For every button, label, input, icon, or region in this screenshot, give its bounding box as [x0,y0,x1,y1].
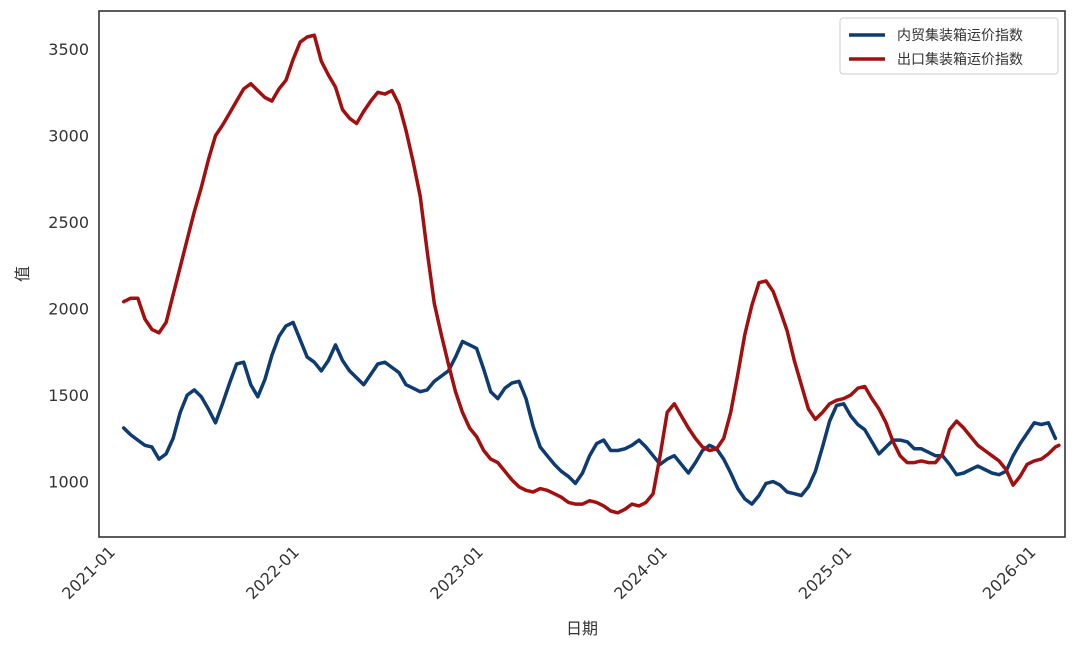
y-tick-label: 3000 [48,127,89,146]
x-axis-title: 日期 [566,619,598,638]
x-tick-label: 2023-01 [426,542,487,603]
plot-area [98,10,1066,538]
legend: 内贸集装箱运价指数 出口集装箱运价指数 [839,17,1059,75]
x-tick-label: 2025-01 [795,542,856,603]
series-line-0 [121,320,1058,506]
x-tick-labels: 2021-01 2022-01 2023-01 2024-01 2025-01 2026-… [58,542,1039,603]
y-tick-label: 1500 [48,386,89,405]
y-tick-label: 2500 [48,213,89,232]
legend-box [839,17,1059,75]
x-tick-label: 2024-01 [610,542,671,603]
series-layer [121,33,1061,515]
y-tick-label: 3500 [48,40,89,59]
x-tick-label: 2026-01 [979,542,1040,603]
legend-label-domestic: 内贸集装箱运价指数 [897,27,1023,44]
y-axis-title: 值 [13,266,32,282]
y-tick-label: 2000 [48,300,89,319]
y-tick-labels: 1000 1500 2000 2500 3000 3500 [48,40,89,492]
y-tick-label: 1000 [48,473,89,492]
series-line-1 [121,33,1061,515]
x-tick-label: 2021-01 [58,542,119,603]
x-tick-label: 2022-01 [242,542,303,603]
legend-label-export: 出口集装箱运价指数 [897,51,1023,68]
